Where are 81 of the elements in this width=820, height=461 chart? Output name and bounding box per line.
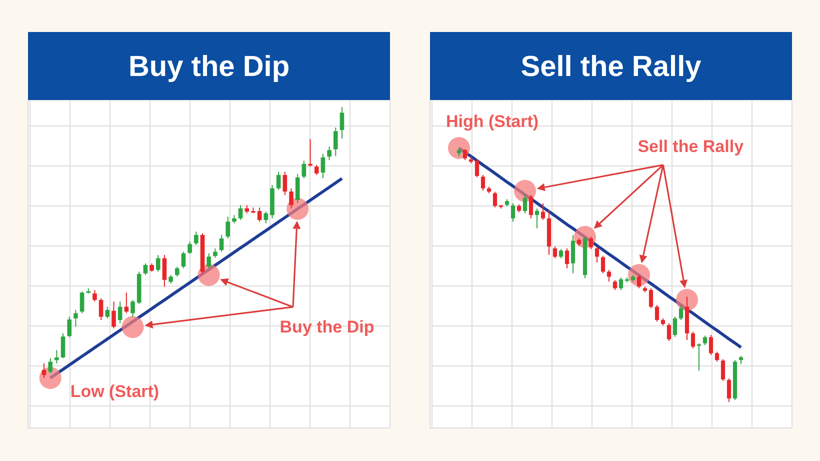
candlestick [226, 216, 230, 239]
candlestick [474, 158, 480, 178]
candlestick [264, 211, 268, 224]
candlestick [600, 255, 606, 274]
candlestick [213, 248, 218, 258]
candlestick [206, 252, 211, 269]
candlestick [672, 316, 678, 338]
text: Low (Start) [70, 382, 160, 401]
candlestick [156, 254, 160, 272]
candlestick [333, 127, 338, 157]
candlestick [708, 334, 714, 356]
point [198, 264, 220, 286]
candlestick [74, 309, 78, 328]
annotation: Sell the Rally [638, 136, 744, 156]
candlestick [654, 304, 660, 322]
text: High (Start) [446, 112, 539, 131]
candlestick [314, 164, 319, 176]
candlestick [570, 234, 576, 274]
candlestick [726, 378, 732, 402]
candlestick [678, 304, 684, 320]
candlestick [714, 351, 720, 362]
candlestick [143, 262, 148, 276]
candlestick [67, 316, 72, 338]
candlestick [540, 202, 546, 220]
candlestick [238, 204, 243, 221]
candlestick [588, 236, 594, 250]
candlestick [174, 266, 180, 278]
candlestick [558, 248, 564, 259]
candlestick [666, 322, 672, 342]
candlestick [648, 288, 654, 309]
candlestick [42, 362, 46, 378]
candlestick [618, 277, 624, 290]
candlestick [112, 301, 116, 329]
candlestick [720, 358, 726, 382]
candlestick [92, 289, 97, 302]
candlestick [606, 269, 612, 282]
candlestick [219, 234, 224, 252]
candlestick [522, 194, 528, 214]
candlestick [194, 231, 198, 246]
point [122, 316, 144, 338]
candlestick [308, 138, 312, 168]
candlestick [702, 335, 708, 346]
candlestick [118, 301, 122, 324]
candlestick [48, 358, 52, 374]
candlestick [564, 248, 570, 269]
chart-title: Buy the Dip [128, 51, 290, 83]
candlestick [282, 171, 288, 196]
candlestick [696, 342, 702, 372]
candlestick [594, 246, 600, 264]
candlestick [98, 298, 104, 321]
candlestick [130, 299, 135, 318]
point [676, 288, 698, 311]
candlestick [690, 331, 696, 349]
candlestick [276, 171, 281, 190]
candlestick [80, 291, 84, 314]
candlestick [320, 153, 326, 179]
candlestick [60, 332, 66, 359]
candlestick [105, 306, 110, 319]
candlestick [462, 148, 468, 160]
candlestick [510, 202, 516, 222]
candlestick [636, 274, 642, 289]
candlestick [295, 173, 300, 204]
candlestick [289, 188, 294, 209]
candlestick [302, 160, 306, 179]
candlestick [528, 194, 534, 219]
candlestick [257, 207, 262, 222]
candlestick [552, 246, 558, 259]
candlestick [480, 174, 486, 192]
annotation: Buy the Dip [280, 317, 374, 336]
candlestick [327, 146, 332, 161]
candlestick [492, 191, 498, 208]
candlestick [124, 292, 129, 314]
candlestick [340, 106, 344, 139]
candlestick [162, 254, 167, 288]
candlestick [612, 280, 618, 290]
chart-title: Sell the Rally [520, 51, 702, 83]
candlestick [188, 241, 192, 254]
candlestick [54, 350, 59, 364]
candlestick [534, 208, 540, 229]
candlestick [181, 251, 186, 269]
point [514, 180, 536, 202]
